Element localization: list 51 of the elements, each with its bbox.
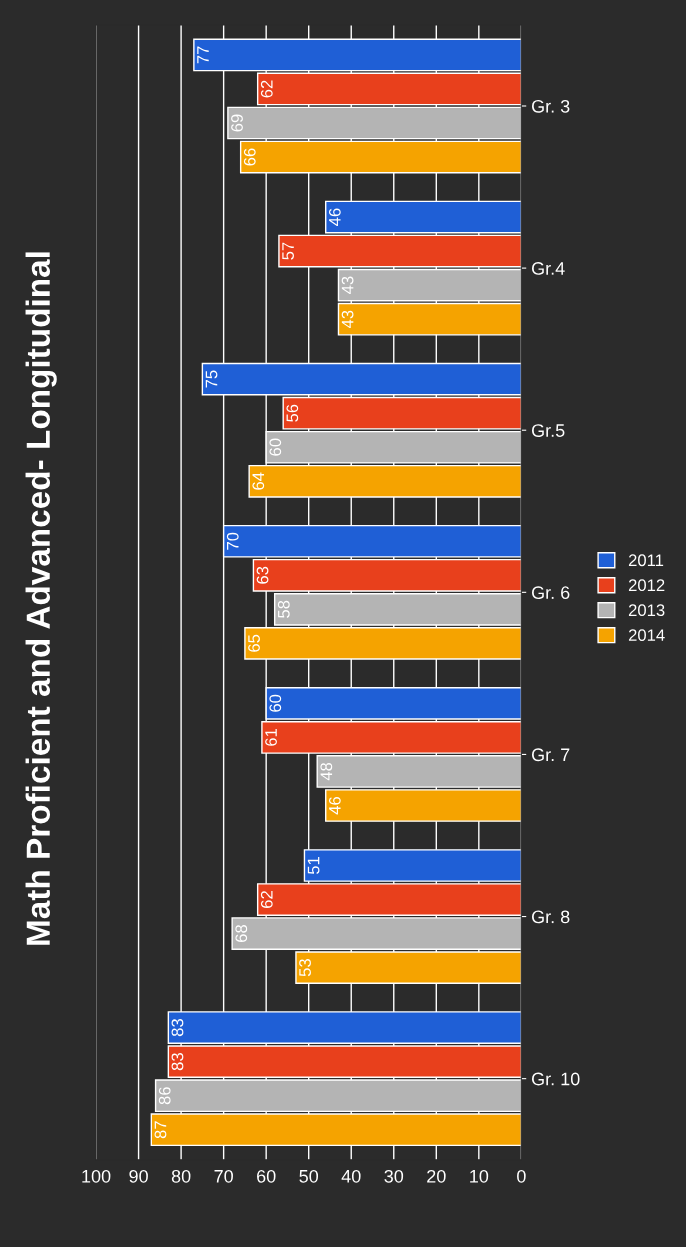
- x-tick-label: 20: [427, 1169, 446, 1183]
- legend-label: 2014: [628, 629, 665, 642]
- y-tick-label: Gr. 3: [531, 99, 570, 113]
- x-tick-label: 80: [171, 1169, 191, 1183]
- data-label: 57: [282, 242, 294, 260]
- data-label: 46: [328, 208, 341, 226]
- data-label: 48: [320, 762, 333, 781]
- data-label: 60: [269, 694, 282, 712]
- data-label: 43: [341, 310, 354, 329]
- y-tick-label: Gr.4: [531, 262, 565, 275]
- data-label: 70: [226, 532, 239, 550]
- data-label: 62: [260, 80, 273, 98]
- data-label: 83: [171, 1053, 184, 1071]
- data-label: 53: [299, 959, 311, 977]
- data-label: 61: [265, 728, 277, 746]
- data-label: 51: [307, 857, 320, 875]
- x-tick-label: 70: [214, 1169, 233, 1183]
- x-tick-label: 0: [517, 1169, 526, 1183]
- y-tick-label: Gr. 6: [531, 586, 570, 600]
- data-label: 66: [243, 148, 256, 166]
- data-label: 86: [158, 1087, 171, 1105]
- x-tick-label: 100: [82, 1169, 111, 1183]
- x-tick-label: 10: [470, 1169, 489, 1183]
- x-tick-label: 40: [341, 1169, 361, 1183]
- data-label: 46: [328, 796, 341, 815]
- y-tick-label: Gr.5: [531, 424, 565, 437]
- y-tick-label: Gr. 8: [531, 910, 570, 924]
- y-tick-label: Gr. 7: [531, 748, 570, 762]
- data-label: 87: [154, 1121, 167, 1139]
- legend-label: 2013: [628, 604, 665, 617]
- data-label: 69: [231, 114, 243, 132]
- legend-label: 2011: [628, 554, 664, 567]
- data-label: 77: [197, 46, 209, 64]
- legend-label: 2012: [628, 579, 665, 592]
- data-label: 43: [341, 276, 354, 295]
- data-label: 64: [252, 472, 265, 490]
- data-label: 75: [205, 370, 218, 388]
- text: Math Proficient and Advanced- Longitudinal: [25, 252, 57, 945]
- x-tick-label: 50: [299, 1169, 319, 1183]
- data-label: 68: [235, 925, 248, 942]
- x-tick-label: 90: [129, 1169, 148, 1183]
- data-label: 63: [256, 566, 269, 584]
- data-label: 58: [277, 600, 290, 618]
- x-tick-label: 60: [257, 1169, 276, 1183]
- data-label: 65: [248, 634, 260, 652]
- data-label: 62: [260, 891, 273, 908]
- data-label: 60: [269, 438, 282, 456]
- data-label: 83: [171, 1019, 184, 1037]
- data-label: 56: [286, 404, 299, 422]
- x-tick-label: 30: [384, 1169, 404, 1183]
- y-tick-label: Gr. 10: [531, 1072, 580, 1086]
